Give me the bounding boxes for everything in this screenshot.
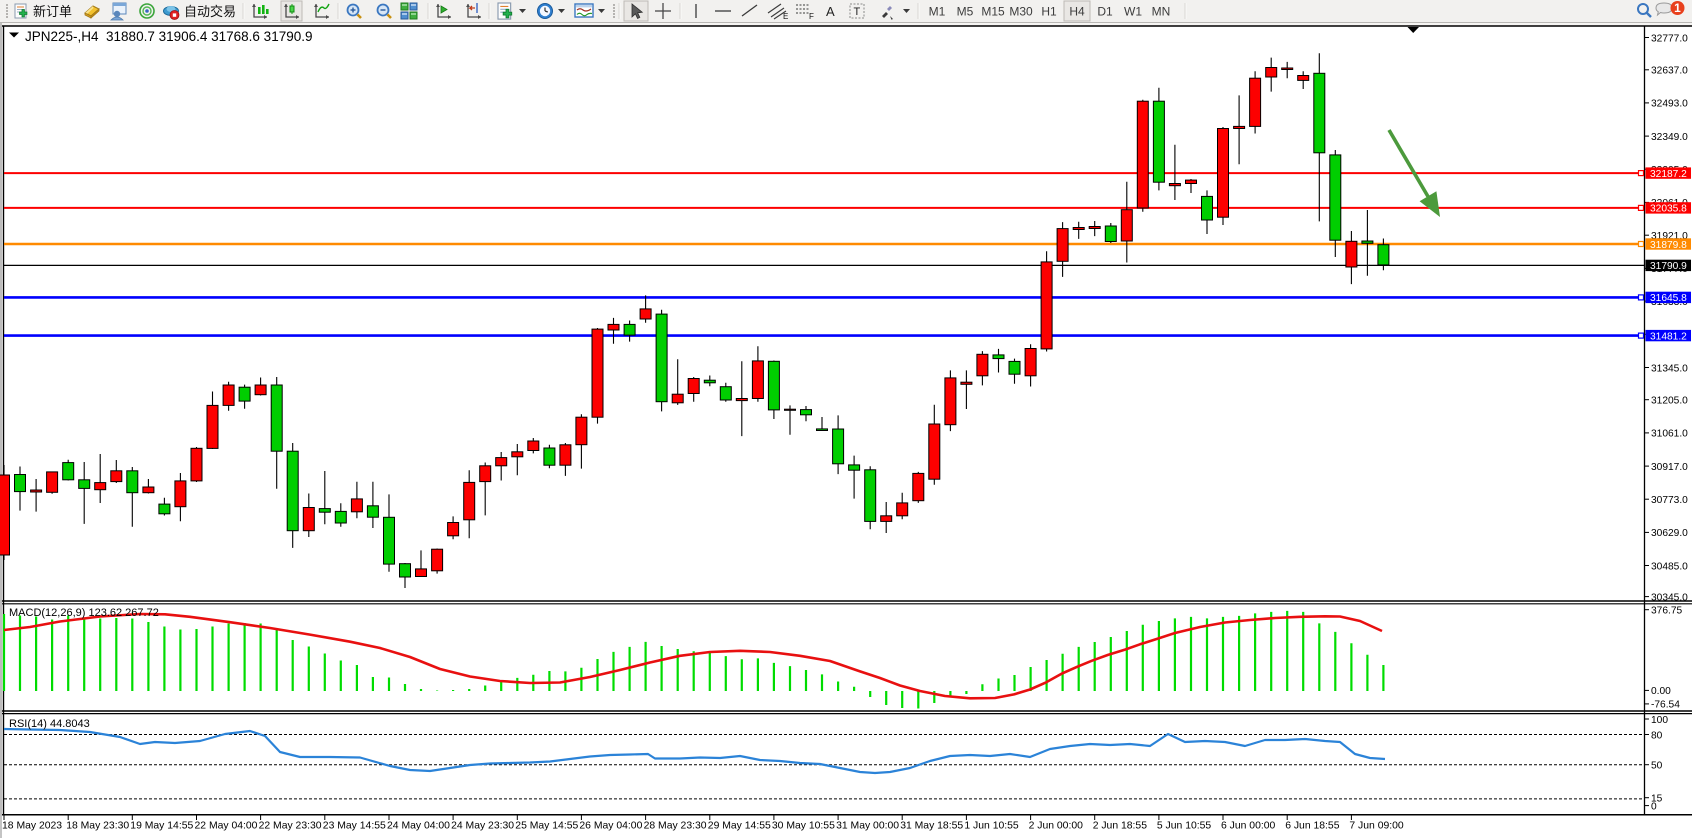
svg-text:30629.0: 30629.0 <box>1651 528 1688 539</box>
svg-text:376.75: 376.75 <box>1651 606 1682 617</box>
svg-text:30345.0: 30345.0 <box>1651 592 1688 603</box>
svg-text:18 May 2023: 18 May 2023 <box>2 821 62 832</box>
svg-text:32035.8: 32035.8 <box>1650 204 1687 215</box>
svg-text:31481.2: 31481.2 <box>1650 331 1687 342</box>
svg-text:24 May 04:00: 24 May 04:00 <box>387 821 450 832</box>
svg-text:E: E <box>783 12 788 21</box>
svg-text:A: A <box>826 4 835 19</box>
svg-text:F: F <box>809 12 814 21</box>
svg-text:H4: H4 <box>1069 5 1085 19</box>
svg-text:自动交易: 自动交易 <box>184 4 236 19</box>
svg-text:25 May 14:55: 25 May 14:55 <box>515 821 578 832</box>
svg-text:H1: H1 <box>1041 5 1057 19</box>
svg-text:26 May 04:00: 26 May 04:00 <box>579 821 642 832</box>
svg-text:2 Jun 18:55: 2 Jun 18:55 <box>1093 821 1148 832</box>
svg-text:50: 50 <box>1651 761 1663 772</box>
svg-text:D1: D1 <box>1097 5 1113 19</box>
svg-text:7 Jun 09:00: 7 Jun 09:00 <box>1349 821 1404 832</box>
svg-text:JPN225-,H4 31880.7 31906.4 31: JPN225-,H4 31880.7 31906.4 31768.6 31790… <box>25 29 312 44</box>
svg-text:0.00: 0.00 <box>1651 686 1671 697</box>
svg-text:M5: M5 <box>957 5 974 19</box>
svg-text:MN: MN <box>1152 5 1171 19</box>
svg-text:31879.8: 31879.8 <box>1650 240 1687 251</box>
svg-text:2 Jun 00:00: 2 Jun 00:00 <box>1029 821 1084 832</box>
svg-text:5 Jun 10:55: 5 Jun 10:55 <box>1157 821 1212 832</box>
svg-text:15: 15 <box>1651 794 1663 805</box>
svg-text:18 May 23:30: 18 May 23:30 <box>66 821 129 832</box>
svg-text:1 Jun 10:55: 1 Jun 10:55 <box>964 821 1019 832</box>
svg-text:31790.9: 31790.9 <box>1650 261 1687 272</box>
svg-text:32777.0: 32777.0 <box>1651 33 1688 44</box>
svg-text:100: 100 <box>1651 715 1668 726</box>
svg-text:6 Jun 18:55: 6 Jun 18:55 <box>1285 821 1340 832</box>
svg-text:31061.0: 31061.0 <box>1651 429 1688 440</box>
svg-text:0: 0 <box>1651 801 1657 812</box>
svg-text:30917.0: 30917.0 <box>1651 462 1688 473</box>
svg-text:30773.0: 30773.0 <box>1651 495 1688 506</box>
svg-text:32637.0: 32637.0 <box>1651 66 1688 77</box>
svg-text:M30: M30 <box>1009 5 1033 19</box>
svg-text:32187.2: 32187.2 <box>1650 169 1687 180</box>
svg-text:30 May 10:55: 30 May 10:55 <box>772 821 835 832</box>
svg-text:M1: M1 <box>929 5 946 19</box>
svg-text:28 May 23:30: 28 May 23:30 <box>644 821 707 832</box>
svg-text:22 May 23:30: 22 May 23:30 <box>259 821 322 832</box>
svg-text:32349.0: 32349.0 <box>1651 132 1688 143</box>
svg-text:31921.0: 31921.0 <box>1651 231 1688 242</box>
svg-text:T: T <box>854 6 861 18</box>
svg-text:80: 80 <box>1651 730 1663 741</box>
svg-text:31 May 18:55: 31 May 18:55 <box>900 821 963 832</box>
svg-text:M15: M15 <box>981 5 1005 19</box>
svg-text:19 May 14:55: 19 May 14:55 <box>130 821 193 832</box>
svg-text:31345.0: 31345.0 <box>1651 363 1688 374</box>
svg-text:新订单: 新订单 <box>33 4 72 19</box>
svg-text:31205.0: 31205.0 <box>1651 396 1688 407</box>
svg-text:29 May 14:55: 29 May 14:55 <box>708 821 771 832</box>
svg-text:MACD(12,26,9) 123.62 267.72: MACD(12,26,9) 123.62 267.72 <box>9 607 159 619</box>
svg-text:-76.54: -76.54 <box>1651 700 1680 711</box>
svg-text:6 Jun 00:00: 6 Jun 00:00 <box>1221 821 1276 832</box>
svg-text:30485.0: 30485.0 <box>1651 561 1688 572</box>
svg-text:1: 1 <box>1674 1 1681 15</box>
svg-text:W1: W1 <box>1124 5 1142 19</box>
svg-text:23 May 14:55: 23 May 14:55 <box>323 821 386 832</box>
svg-text:31645.8: 31645.8 <box>1650 293 1687 304</box>
svg-text:22 May 04:00: 22 May 04:00 <box>195 821 258 832</box>
svg-text:RSI(14) 44.8043: RSI(14) 44.8043 <box>9 718 90 730</box>
svg-text:31 May 00:00: 31 May 00:00 <box>836 821 899 832</box>
svg-text:32493.0: 32493.0 <box>1651 99 1688 110</box>
svg-text:24 May 23:30: 24 May 23:30 <box>451 821 514 832</box>
